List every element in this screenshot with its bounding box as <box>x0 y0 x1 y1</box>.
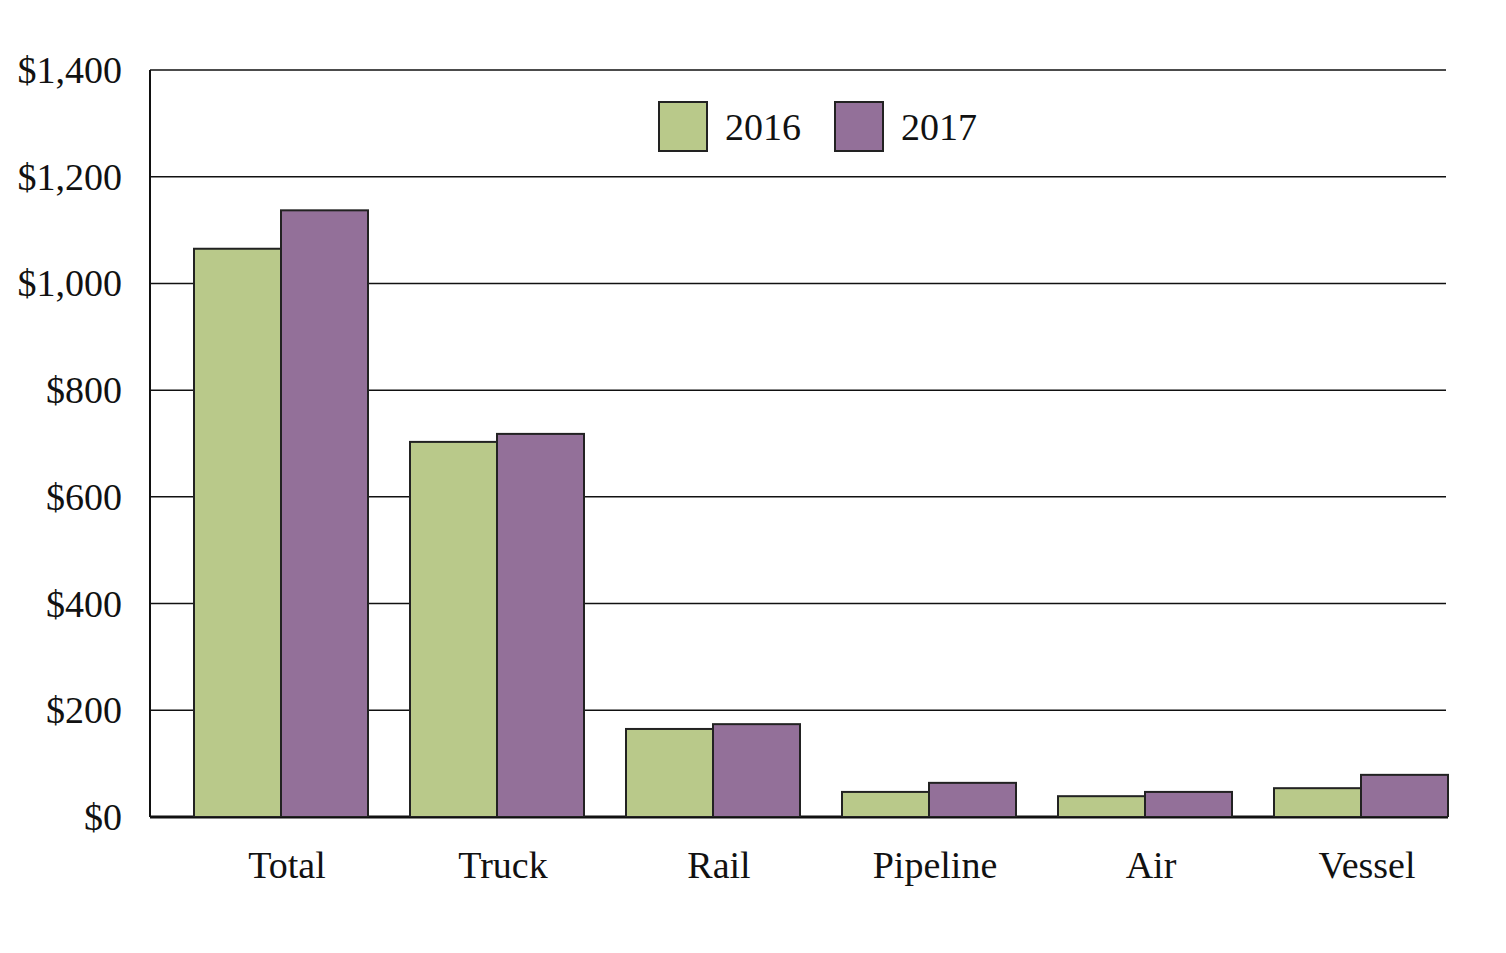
category-label: Vessel <box>1318 844 1415 886</box>
bar <box>281 210 368 817</box>
bar <box>713 724 800 817</box>
bar <box>497 434 584 817</box>
bar <box>1058 796 1145 817</box>
bar <box>842 792 929 817</box>
grid-line <box>150 69 1446 71</box>
bar <box>194 249 281 817</box>
y-axis <box>149 70 151 817</box>
grid-line <box>150 176 1446 178</box>
bar <box>929 783 1016 817</box>
tick-label: $0 <box>84 796 122 838</box>
bars <box>194 210 1448 817</box>
legend-label: 2017 <box>901 106 977 148</box>
bar <box>626 729 713 817</box>
tick-label: $400 <box>46 583 122 625</box>
category-label: Rail <box>687 844 750 886</box>
tick-label: $1,000 <box>18 262 123 304</box>
legend-swatch <box>835 102 883 151</box>
bar <box>1361 775 1448 817</box>
legend-label: 2016 <box>725 106 801 148</box>
tick-label: $200 <box>46 689 122 731</box>
category-label: Total <box>248 844 326 886</box>
tick-label: $1,200 <box>18 156 123 198</box>
tick-label: $1,400 <box>18 49 123 91</box>
category-label: Air <box>1126 844 1177 886</box>
chart: $0 $200 $400 $600 $800 $1,000 $1,200 $1,400 Tota… <box>0 0 1506 953</box>
bar <box>410 442 497 817</box>
tick-label: $800 <box>46 369 122 411</box>
bar <box>1274 788 1361 817</box>
category-label: Truck <box>458 844 547 886</box>
category-label: Pipeline <box>873 844 998 886</box>
legend-swatch <box>659 102 707 151</box>
tick-label: $600 <box>46 476 122 518</box>
bar <box>1145 792 1232 817</box>
